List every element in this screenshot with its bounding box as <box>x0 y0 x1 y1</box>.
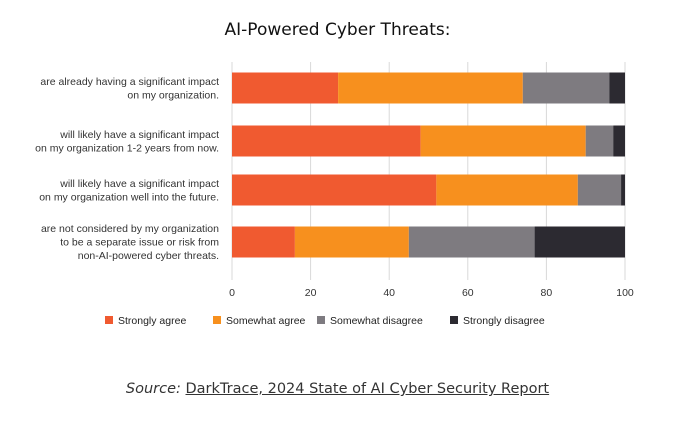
legend-swatch-strongly-agree <box>105 316 113 324</box>
x-tick-label: 80 <box>541 287 553 299</box>
x-tick-label: 40 <box>383 287 395 299</box>
category-label: on my organization well into the future. <box>39 191 219 203</box>
legend-label: Strongly agree <box>118 315 186 327</box>
bar-somewhat-agree-row-2 <box>420 125 586 157</box>
source-link[interactable]: DarkTrace, 2024 State of AI Cyber Securi… <box>185 381 550 397</box>
source-line: Source: DarkTrace, 2024 State of AI Cybe… <box>0 381 675 397</box>
bar-strongly-disagree-row-4 <box>534 226 625 258</box>
bar-strongly-agree-row-4 <box>232 226 295 258</box>
legend-swatch-strongly-disagree <box>450 316 458 324</box>
x-tick-label: 0 <box>229 287 235 299</box>
category-label: will likely have a significant impact <box>59 129 219 141</box>
bar-somewhat-disagree-row-2 <box>585 125 614 157</box>
category-labels: are already having a significant impacto… <box>35 76 219 262</box>
legend-label: Somewhat disagree <box>330 315 423 327</box>
bar-somewhat-disagree-row-3 <box>577 174 622 206</box>
category-label: on my organization. <box>127 89 219 101</box>
x-tick-label: 20 <box>305 287 317 299</box>
x-axis: 0 20 40 60 80 100 <box>229 287 634 299</box>
bar-strongly-agree-row-2 <box>232 125 421 157</box>
bar-somewhat-agree-row-3 <box>436 174 578 206</box>
category-label: non-AI-powered cyber threats. <box>78 250 219 262</box>
chart-title: AI-Powered Cyber Threats: <box>224 20 451 40</box>
stacked-bar-chart: are already having a significant impacto… <box>35 62 634 327</box>
category-label: will likely have a significant impact <box>59 178 219 190</box>
legend: Strongly agree Somewhat agree Somewhat dis… <box>105 315 545 327</box>
bar-strongly-disagree-row-1 <box>609 72 625 104</box>
bar-somewhat-disagree-row-4 <box>408 226 535 258</box>
bar-strongly-agree-row-3 <box>232 174 437 206</box>
bar-strongly-agree-row-1 <box>232 72 339 104</box>
legend-swatch-somewhat-agree <box>213 316 221 324</box>
bar-somewhat-agree-row-1 <box>338 72 523 104</box>
category-label: to be a separate issue or risk from <box>60 237 219 249</box>
category-label: are not considered by my organization <box>41 223 219 235</box>
category-label: on my organization 1-2 years from now. <box>35 142 219 154</box>
legend-label: Somewhat agree <box>226 315 306 327</box>
legend-swatch-somewhat-disagree <box>317 316 325 324</box>
bar-somewhat-agree-row-4 <box>294 226 409 258</box>
bar-strongly-disagree-row-3 <box>621 174 625 206</box>
bar-somewhat-disagree-row-1 <box>522 72 610 104</box>
legend-label: Strongly disagree <box>463 315 545 327</box>
x-tick-label: 60 <box>462 287 474 299</box>
bar-strongly-disagree-row-2 <box>613 125 625 157</box>
source-prefix: Source: <box>125 381 181 397</box>
bars <box>232 72 625 258</box>
category-label: are already having a significant impact <box>40 76 219 88</box>
x-tick-label: 100 <box>616 287 634 299</box>
